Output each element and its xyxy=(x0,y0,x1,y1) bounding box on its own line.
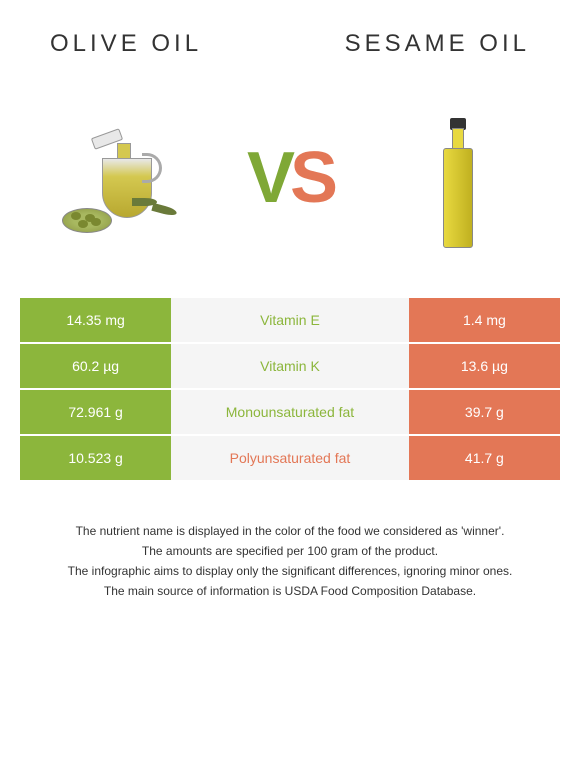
sesame-bottle-icon xyxy=(438,108,478,248)
table-row: 72.961 gMonounsaturated fat39.7 g xyxy=(20,389,560,435)
left-value: 10.523 g xyxy=(20,435,171,481)
nutrient-label: Vitamin E xyxy=(171,298,409,343)
infographic-container: OLIVE OIL SESAME OIL VS 14.35 mg V xyxy=(0,0,580,632)
olive-oil-image xyxy=(42,98,202,258)
left-title: OLIVE OIL xyxy=(50,30,202,58)
footer-line-4: The main source of information is USDA F… xyxy=(40,582,540,600)
right-value: 1.4 mg xyxy=(409,298,560,343)
footer-line-1: The nutrient name is displayed in the co… xyxy=(40,522,540,540)
left-value: 14.35 mg xyxy=(20,298,171,343)
table-row: 10.523 gPolyunsaturated fat41.7 g xyxy=(20,435,560,481)
right-title: SESAME OIL xyxy=(345,30,530,58)
nutrient-label: Monounsaturated fat xyxy=(171,389,409,435)
right-value: 13.6 µg xyxy=(409,343,560,389)
left-value: 72.961 g xyxy=(20,389,171,435)
footer-line-2: The amounts are specified per 100 gram o… xyxy=(40,542,540,560)
nutrient-label: Vitamin K xyxy=(171,343,409,389)
footer-text: The nutrient name is displayed in the co… xyxy=(20,522,560,600)
table-row: 60.2 µgVitamin K13.6 µg xyxy=(20,343,560,389)
comparison-table: 14.35 mgVitamin E1.4 mg60.2 µgVitamin K1… xyxy=(20,298,560,482)
images-row: VS xyxy=(20,88,560,268)
nutrient-label: Polyunsaturated fat xyxy=(171,435,409,481)
table-row: 14.35 mgVitamin E1.4 mg xyxy=(20,298,560,343)
footer-line-3: The infographic aims to display only the… xyxy=(40,562,540,580)
vs-label: VS xyxy=(247,137,333,219)
left-value: 60.2 µg xyxy=(20,343,171,389)
vs-s: S xyxy=(290,138,333,218)
vs-v: V xyxy=(247,138,290,218)
right-value: 39.7 g xyxy=(409,389,560,435)
oil-jug-icon xyxy=(92,128,152,228)
header-row: OLIVE OIL SESAME OIL xyxy=(20,30,560,58)
right-value: 41.7 g xyxy=(409,435,560,481)
sesame-oil-image xyxy=(378,98,538,258)
